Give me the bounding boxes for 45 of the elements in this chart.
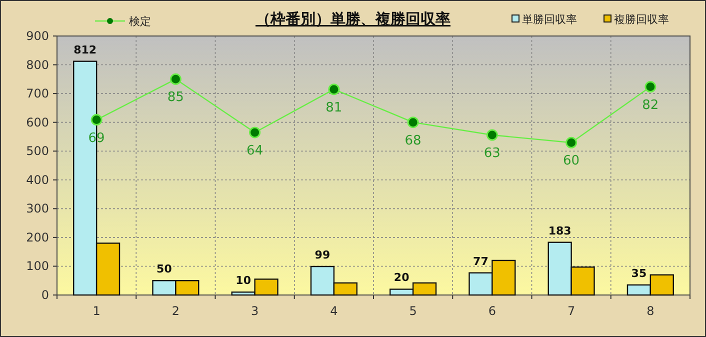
x-tick-label: 7 [567, 304, 576, 318]
data-label: 35 [631, 266, 647, 280]
y-tick-label: 500 [26, 144, 49, 158]
y-tick-label: 300 [26, 202, 49, 216]
point [486, 129, 498, 141]
data-label: 63 [484, 146, 500, 162]
x-tick-label: 3 [250, 304, 259, 318]
y-tick-label: 200 [26, 230, 49, 244]
data-label: 64 [246, 143, 264, 158]
data-label: 183 [548, 224, 572, 238]
point [644, 81, 656, 93]
data-label: 82 [642, 98, 659, 113]
y-tick-label: 400 [26, 172, 49, 187]
point [170, 73, 182, 85]
point [407, 116, 419, 128]
y-tick-label: 0 [41, 288, 49, 302]
x-tick-label: 4 [330, 304, 338, 318]
legend-label: 単勝回収率 [522, 13, 577, 26]
y-tick-label: 700 [26, 86, 49, 101]
data-label: 77 [473, 254, 488, 268]
legend-label: 検定 [129, 15, 151, 28]
x-tick-label: 1 [92, 304, 100, 318]
x-tick-label: 6 [488, 304, 496, 318]
data-label: 20 [394, 271, 410, 284]
point [328, 84, 340, 96]
x-tick-label: 8 [646, 304, 654, 318]
y-tick-label: 800 [26, 58, 49, 72]
point [249, 126, 261, 138]
y-tick-label: 600 [26, 115, 49, 130]
data-label: 812 [74, 43, 97, 56]
data-label: 85 [167, 90, 184, 106]
data-label: 50 [156, 262, 172, 276]
data-label: 10 [236, 274, 252, 288]
data-label: 68 [404, 133, 422, 148]
y-tick-label: 100 [26, 259, 49, 274]
data-label: 81 [326, 100, 342, 116]
data-label: 99 [314, 248, 330, 262]
x-tick-label: 5 [409, 304, 417, 318]
point [90, 114, 102, 126]
x-tick-label: 2 [172, 304, 180, 318]
data-label: 60 [563, 154, 580, 169]
y-tick-label: 900 [26, 29, 49, 43]
chart-title: （枠番別）単勝、複勝回収率 [256, 10, 450, 28]
point [566, 136, 578, 148]
legend-label: 複勝回収率 [614, 13, 669, 26]
